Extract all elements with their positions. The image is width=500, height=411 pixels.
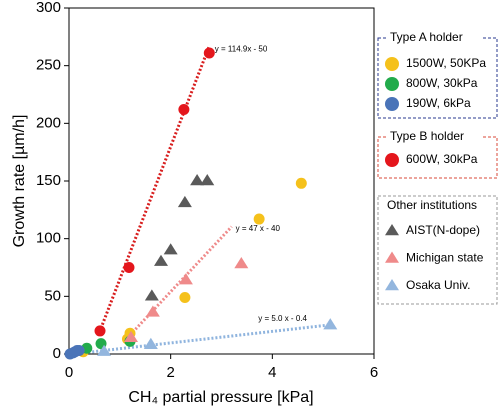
x-tick-label: 6 bbox=[370, 364, 378, 381]
data-point bbox=[163, 243, 178, 255]
fit-annotation: y = 47 x - 40 bbox=[236, 224, 281, 233]
fit-annotation: y = 114.9x - 50 bbox=[215, 44, 268, 53]
plot-frame bbox=[68, 7, 375, 355]
fit-annotation: y = 5.0 x - 0.4 bbox=[258, 314, 307, 323]
y-axis-label: Growth rate [µm/h] bbox=[11, 115, 28, 248]
legend-label: 1500W, 50KPa bbox=[406, 56, 486, 70]
legend-group-title: Other institutions bbox=[387, 198, 477, 212]
legend-marker bbox=[385, 251, 399, 263]
legend-marker bbox=[385, 57, 399, 71]
data-point bbox=[123, 262, 135, 273]
data-point bbox=[145, 305, 160, 317]
data-point bbox=[178, 103, 190, 115]
data-point bbox=[144, 289, 159, 301]
data-point bbox=[94, 325, 106, 337]
data-point bbox=[97, 344, 112, 356]
data-point bbox=[203, 47, 215, 59]
y-tick-label: 150 bbox=[36, 172, 61, 189]
y-tick-label: 0 bbox=[53, 345, 61, 362]
y-tick-label: 250 bbox=[36, 57, 61, 74]
data-point bbox=[143, 337, 158, 349]
fit-line bbox=[84, 323, 329, 355]
x-tick-label: 2 bbox=[166, 364, 174, 381]
data-point bbox=[73, 345, 85, 357]
legend-title-bg bbox=[386, 31, 483, 45]
legend-label: AIST(N-dope) bbox=[406, 223, 480, 237]
data-point bbox=[177, 195, 192, 208]
legend-label: Osaka Univ. bbox=[406, 278, 470, 292]
data-point bbox=[154, 254, 169, 266]
x-axis-label: CH₄ partial pressure [kPa] bbox=[128, 389, 313, 406]
data-point bbox=[234, 257, 249, 269]
legend-box bbox=[377, 195, 498, 305]
data-point bbox=[179, 291, 191, 303]
legend-label: 800W, 30kPa bbox=[406, 76, 478, 90]
y-tick-label: 300 bbox=[36, 0, 61, 16]
x-tick-label: 0 bbox=[65, 364, 73, 381]
data-point bbox=[200, 174, 215, 186]
legend-marker bbox=[385, 153, 399, 167]
data-point bbox=[323, 318, 338, 330]
legend-marker bbox=[385, 77, 399, 91]
y-tick-label: 200 bbox=[36, 114, 61, 131]
legend-marker bbox=[385, 224, 399, 236]
fit-line bbox=[128, 225, 233, 337]
legend-title-bg bbox=[386, 130, 483, 144]
legend-marker bbox=[385, 97, 399, 111]
fit-line bbox=[98, 46, 211, 333]
legend-box bbox=[377, 37, 498, 119]
legend-group-title: Type A holder bbox=[390, 30, 463, 44]
data-point bbox=[178, 273, 193, 285]
legend-marker bbox=[385, 279, 399, 291]
data-point bbox=[124, 330, 139, 343]
data-point bbox=[295, 177, 307, 189]
data-point bbox=[190, 174, 205, 186]
legend-label: Michigan state bbox=[406, 251, 484, 265]
y-tick-label: 100 bbox=[36, 230, 61, 247]
legend-group-title: Type B holder bbox=[390, 129, 464, 143]
x-tick-label: 4 bbox=[268, 364, 276, 381]
legend-label: 190W, 6kPa bbox=[406, 96, 471, 110]
legend-label: 600W, 30kPa bbox=[406, 152, 478, 166]
data-point bbox=[253, 213, 265, 225]
y-tick-label: 50 bbox=[44, 287, 61, 304]
